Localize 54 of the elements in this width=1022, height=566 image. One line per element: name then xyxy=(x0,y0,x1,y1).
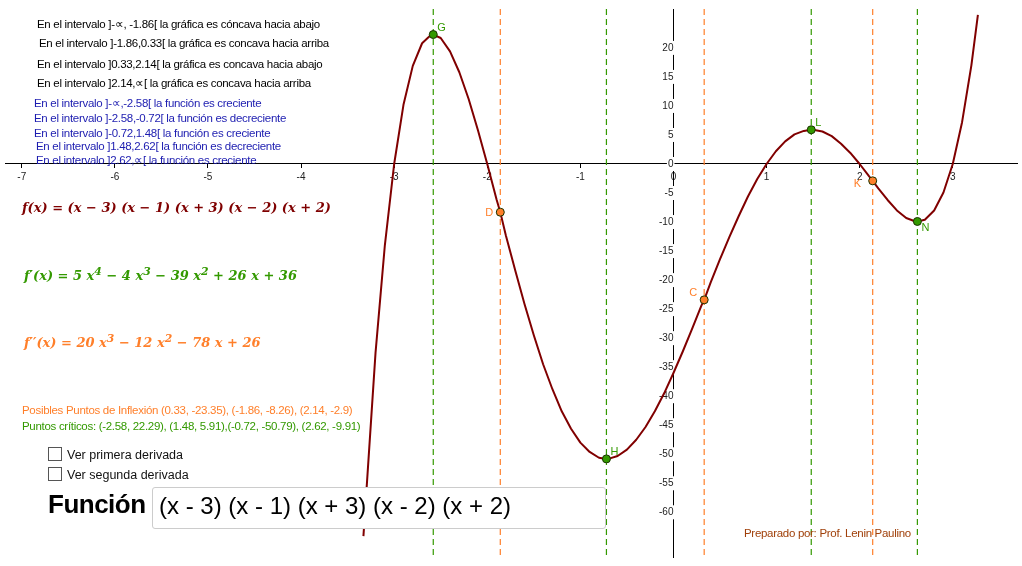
point xyxy=(912,216,922,226)
annotation: H xyxy=(610,444,619,457)
y-tick-label: -10 xyxy=(659,215,674,227)
y-tick-label: -50 xyxy=(659,448,674,459)
y-tick-label: -15 xyxy=(659,244,674,256)
point xyxy=(601,454,611,464)
annotation: En el intervalo ]2.14,∝[ la gráfica es concava hacia arriba xyxy=(37,76,311,90)
annotation: Ver segunda derivada xyxy=(66,467,189,482)
annotation: En el intervalo ]-1.86,0.33[ la gráfica es concava hacia arriba xyxy=(39,37,329,49)
y-tick-label: -25 xyxy=(659,302,674,314)
point xyxy=(806,125,816,135)
y-tick-label: -35 xyxy=(659,360,674,372)
annotation: En el intervalo ]0.33,2.14[ la gráfica es concava hacia abajo xyxy=(37,58,323,70)
annotation: N xyxy=(921,221,930,234)
x-tick-label: -4 xyxy=(296,170,306,182)
annotation: En el intervalo ]-∝, -1.86[ la gráfica es cóncava hacia abajo xyxy=(37,17,320,31)
y-tick-label: -45 xyxy=(659,418,674,430)
y-tick-label: -30 xyxy=(659,331,674,343)
x-tick-label: 3 xyxy=(949,170,956,182)
point xyxy=(428,30,438,40)
y-tick-label: -5 xyxy=(664,186,674,198)
annotation: f′′(x) = 20 x$^{3}$ − 12 x$^{2}$ − 78 x + 26 xyxy=(24,332,261,351)
annotation: L xyxy=(815,115,822,128)
y-tick-label: 10 xyxy=(662,99,674,111)
annotation: Posibles Puntos de Inflexión (0.33, -23.35), (-1.86, -8.26), (2.14, -2.9) xyxy=(22,404,353,416)
x-tick-label: 1 xyxy=(763,170,770,182)
annotation: Preparado por: Prof. Lenin Paulino xyxy=(744,527,911,539)
annotation: C xyxy=(689,285,698,298)
annotation: D xyxy=(485,206,494,219)
annotation: En el intervalo ]-2.58,-0.72[ la función es decreciente xyxy=(34,112,286,124)
annotation: En el intervalo ]1.48,2.62[ la función es decreciente xyxy=(36,140,281,152)
y-tick-label: 15 xyxy=(662,70,674,82)
y-tick-label: -60 xyxy=(659,506,674,518)
y-tick-label: -55 xyxy=(659,477,674,489)
x-tick-label: -6 xyxy=(110,170,120,182)
y-tick-label: 20 xyxy=(662,41,674,53)
point xyxy=(699,295,709,305)
annotation: f′(x) = 5 x$^{4}$ − 4 x$^{3}$ − 39 x$^{2}$ + 26 x + 36 xyxy=(24,265,297,284)
annotation: f(x) = (x − 3) (x − 1) (x + 3) (x − 2) (x + 2) xyxy=(22,200,331,215)
annotation: Función xyxy=(48,489,146,520)
point xyxy=(495,207,505,217)
y-tick-label: -20 xyxy=(659,273,674,285)
annotation: En el intervalo ]-∝,-2.58[ la función es creciente xyxy=(34,96,262,110)
x-tick-label: -1 xyxy=(575,170,586,182)
y-tick-label: 5 xyxy=(667,128,674,140)
annotation: En el intervalo ]-0.72,1.48[ la función es creciente xyxy=(34,127,271,139)
text-field: (x - 3) (x - 1) (x + 3) (x - 2) (x + 2) xyxy=(152,487,606,529)
annotation: Puntos críticos: (-2.58, 22.29), (1.48, 5.91),(-0.72, -50.79), (2.62, -9.91) xyxy=(22,420,361,432)
y-tick-label: 0 xyxy=(667,157,674,169)
x-tick-label: -5 xyxy=(203,170,213,182)
annotation: Ver primera derivada xyxy=(66,447,184,462)
point xyxy=(868,176,878,186)
x-tick-label: -7 xyxy=(17,170,27,182)
annotation: G xyxy=(437,20,446,33)
